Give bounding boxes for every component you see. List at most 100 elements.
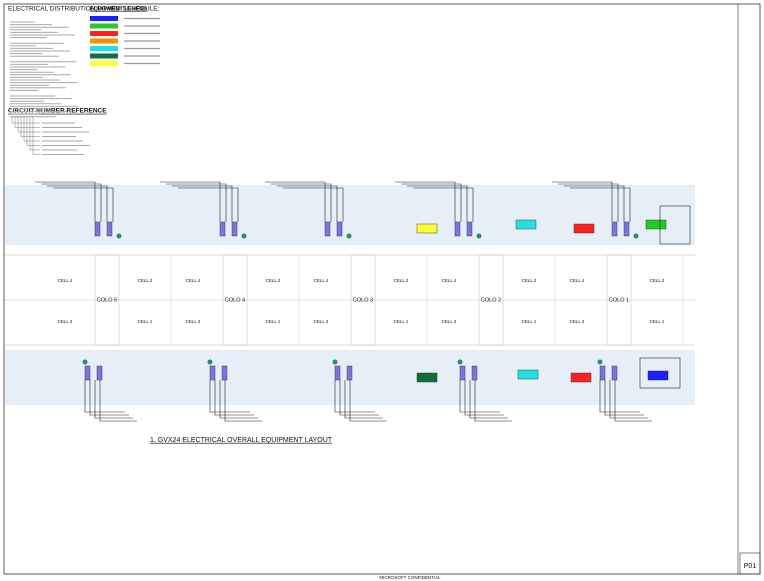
panel — [459, 365, 466, 381]
colo-column — [606, 254, 632, 346]
panel — [94, 221, 101, 237]
legend-swatch — [90, 53, 118, 59]
cell-label: CELL 4 — [442, 278, 457, 283]
panel — [106, 221, 113, 237]
panel — [623, 221, 630, 237]
transformer — [241, 233, 247, 239]
cable — [53, 187, 114, 222]
cable — [401, 183, 462, 222]
panel — [346, 365, 353, 381]
cable — [166, 183, 227, 222]
cell-label: CELL 2 — [650, 278, 665, 283]
cell-label: CELL 2 — [394, 278, 409, 283]
drawing-title: 1. GVX24 ELECTRICAL OVERALL EQUIPMENT LA… — [150, 437, 333, 444]
cable — [94, 380, 133, 419]
cable — [564, 185, 625, 222]
cable — [614, 380, 652, 422]
cell-label: CELL 3 — [58, 319, 73, 324]
cable — [214, 380, 254, 416]
reference-leader — [23, 116, 40, 142]
panel — [599, 365, 606, 381]
cable — [99, 380, 137, 422]
switch-room — [639, 357, 681, 389]
schedule-title: ELECTRICAL DISTRIBUTION BOARD SCHEDULE: — [8, 6, 160, 13]
colo-label: COLO 4 — [225, 297, 245, 303]
colo-label: COLO 3 — [353, 297, 373, 303]
colo-column — [350, 254, 376, 346]
cell-label: CELL 4 — [570, 278, 585, 283]
cable — [604, 380, 644, 416]
legend-swatch — [90, 61, 118, 66]
switch-room — [659, 205, 691, 245]
transformer — [82, 359, 88, 365]
footer: MICROSOFT CONFIDENTIAL — [379, 575, 441, 580]
generator — [515, 219, 537, 230]
cable — [224, 380, 262, 422]
cable — [464, 380, 504, 416]
generator — [416, 223, 438, 234]
cable — [277, 185, 338, 222]
cable — [459, 380, 500, 413]
cable — [558, 183, 619, 222]
colo-label: COLO 1 — [609, 297, 629, 303]
cable — [271, 183, 332, 222]
cable — [349, 380, 387, 422]
cable — [283, 187, 344, 222]
reference-leader — [32, 116, 40, 155]
reference-leader — [29, 116, 40, 151]
cable — [339, 380, 379, 416]
cable — [344, 380, 383, 419]
reference-leader — [11, 116, 40, 124]
cell-label: CELL 2 — [522, 278, 537, 283]
panel — [471, 365, 478, 381]
transformer — [476, 233, 482, 239]
panel — [324, 221, 331, 237]
panel — [231, 221, 238, 237]
cell-label: CELL 4 — [186, 278, 201, 283]
generator — [573, 223, 595, 234]
generator — [645, 219, 667, 230]
cell-label: CELL 3 — [442, 319, 457, 324]
cell-label: CELL 3 — [186, 319, 201, 324]
reference-leader — [26, 116, 40, 146]
transformer — [633, 233, 639, 239]
reference-leader — [20, 116, 40, 137]
cell-label: CELL 1 — [522, 319, 537, 324]
cable — [552, 181, 613, 222]
cable — [84, 380, 125, 413]
cable — [570, 187, 631, 222]
cell-label: CELL 2 — [266, 278, 281, 283]
sheet-border — [3, 3, 761, 575]
panel — [334, 365, 341, 381]
colo-column — [222, 254, 248, 346]
cable — [334, 380, 375, 413]
panel — [611, 365, 618, 381]
cell-label: CELL 1 — [394, 319, 409, 324]
generator — [647, 370, 669, 381]
cable — [599, 380, 640, 413]
cable — [219, 380, 258, 419]
generator — [570, 372, 592, 383]
cell-label: CELL 1 — [266, 319, 281, 324]
cell-label: CELL 1 — [138, 319, 153, 324]
cell-grid — [5, 254, 695, 346]
legend-title: EQUIPMENT LEGEND — [90, 6, 147, 12]
sheet-number-box — [739, 552, 761, 575]
transformer — [346, 233, 352, 239]
legend-swatch — [90, 31, 118, 36]
cable — [407, 185, 468, 222]
transformer — [597, 359, 603, 365]
cell-label: CELL 3 — [570, 319, 585, 324]
transformer — [457, 359, 463, 365]
panel — [96, 365, 103, 381]
cable — [474, 380, 512, 422]
cable — [41, 183, 102, 222]
colo-label: COLO 2 — [481, 297, 501, 303]
transformer — [332, 359, 338, 365]
reference-leader — [14, 116, 40, 128]
panel — [219, 221, 226, 237]
colo-column — [94, 254, 120, 346]
panel — [336, 221, 343, 237]
cable — [609, 380, 648, 419]
